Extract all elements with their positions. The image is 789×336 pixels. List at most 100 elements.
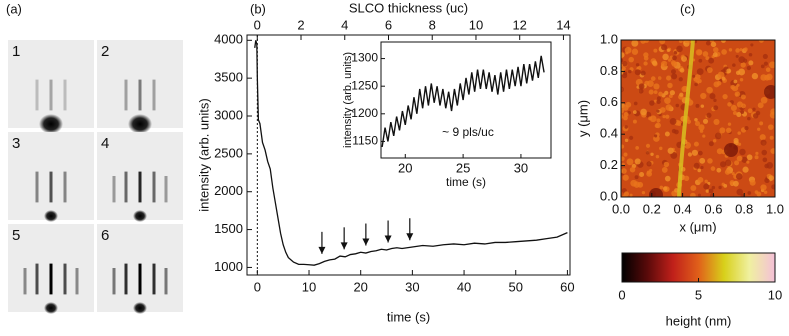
rheed-streak [138, 171, 142, 203]
afm-grain [638, 88, 644, 94]
afm-grain [758, 40, 765, 43]
x-tick-label: 40 [457, 279, 471, 294]
afm-grain [656, 96, 661, 101]
afm-grain [740, 94, 746, 100]
afm-grain [716, 148, 723, 155]
afm-grain [702, 51, 709, 57]
afm-grain [694, 82, 698, 87]
afm-grain [653, 83, 660, 90]
rheed-spot [133, 210, 147, 222]
afm-grain [693, 77, 698, 82]
afm-grain [733, 140, 739, 146]
afm-grain [659, 107, 666, 113]
afm-grain [744, 126, 749, 131]
afm-grain [678, 77, 683, 82]
plot-frame [246, 34, 571, 276]
rheed-streak [23, 268, 27, 295]
afm-grain [760, 184, 767, 191]
arrow-head [318, 246, 326, 254]
afm-grain [714, 132, 722, 140]
afm-grain [656, 99, 661, 105]
afm-grain [639, 171, 645, 177]
afm-grain [694, 117, 698, 122]
afm-grain [660, 60, 668, 68]
afm-grain [771, 184, 775, 190]
inset-x-title: time (s) [446, 175, 486, 189]
afm-grain [664, 175, 671, 182]
afm-grain [740, 110, 745, 115]
afm-grain [628, 56, 635, 63]
afm-grain [648, 89, 654, 95]
inset-y-tick-label: 1300 [351, 51, 378, 65]
afm-grain [757, 102, 764, 109]
afm-grain [681, 55, 688, 62]
y-tick-label: 3000 [214, 107, 243, 122]
afm-grain [683, 175, 690, 182]
afm-grain [716, 167, 722, 173]
afm-grain [673, 51, 678, 55]
afm-grain [746, 65, 752, 71]
x-tick-label: 0.2 [643, 201, 661, 216]
afm-grain [624, 138, 629, 143]
rheed-streak [63, 79, 67, 111]
afm-grain [705, 56, 710, 61]
afm-grain [624, 125, 628, 129]
afm-grain [665, 104, 673, 111]
x2-tick-label: 6 [385, 17, 392, 32]
afm-grain [748, 52, 753, 57]
rheed-image [97, 40, 183, 128]
afm-grain [655, 122, 661, 129]
rheed-streak [138, 263, 142, 295]
afm-grain [746, 160, 750, 164]
afm-grain [713, 81, 720, 88]
afm-grain [645, 111, 652, 118]
x-tick-label: 0.8 [735, 201, 753, 216]
afm-grain [690, 192, 696, 197]
afm-grain [654, 134, 658, 138]
afm-grain [664, 97, 671, 104]
afm-grain [671, 69, 676, 75]
y-tick-label: 1000 [214, 259, 243, 274]
afm-grain [623, 71, 628, 76]
afm-grain [702, 134, 706, 138]
afm-grain [766, 73, 773, 81]
afm-grain [664, 90, 669, 96]
x2-tick-label: 2 [297, 17, 304, 32]
afm-grain [706, 67, 713, 73]
afm-grain [737, 131, 741, 135]
afm-grain [622, 104, 629, 111]
colorbar-tick-label: 0 [618, 287, 625, 302]
rheed-streak [63, 263, 67, 295]
afm-grain [741, 103, 746, 109]
rheed-streak [35, 171, 39, 203]
afm-grain [739, 78, 744, 82]
rheed-streak [164, 268, 168, 295]
rheed-streak [124, 171, 128, 203]
afm-grain [694, 121, 701, 127]
arrow [384, 220, 392, 243]
afm-grain [621, 63, 624, 68]
x-tick-label: 1.0 [766, 201, 784, 216]
afm-grain [671, 73, 678, 80]
afm-grain [699, 129, 704, 133]
afm-grain [747, 191, 752, 195]
afm-grain [631, 40, 639, 47]
afm-grain [635, 146, 639, 150]
afm-grain [621, 58, 624, 63]
afm-grain [684, 40, 690, 44]
rheed-streak [152, 171, 156, 203]
afm-grain [762, 157, 768, 163]
afm-grain [762, 53, 768, 59]
afm-grain [713, 98, 717, 103]
arrow-head [384, 235, 392, 243]
afm-grain [700, 165, 704, 170]
rheed-pattern [112, 263, 168, 314]
afm-grain [739, 48, 743, 52]
afm-pit [649, 188, 663, 197]
afm-grain [622, 174, 629, 181]
afm-grain [635, 63, 640, 67]
afm-grain [667, 147, 674, 154]
afm-grain [769, 135, 774, 140]
inset-y-tick-label: 1200 [351, 106, 378, 120]
rheed-spot [133, 302, 147, 314]
